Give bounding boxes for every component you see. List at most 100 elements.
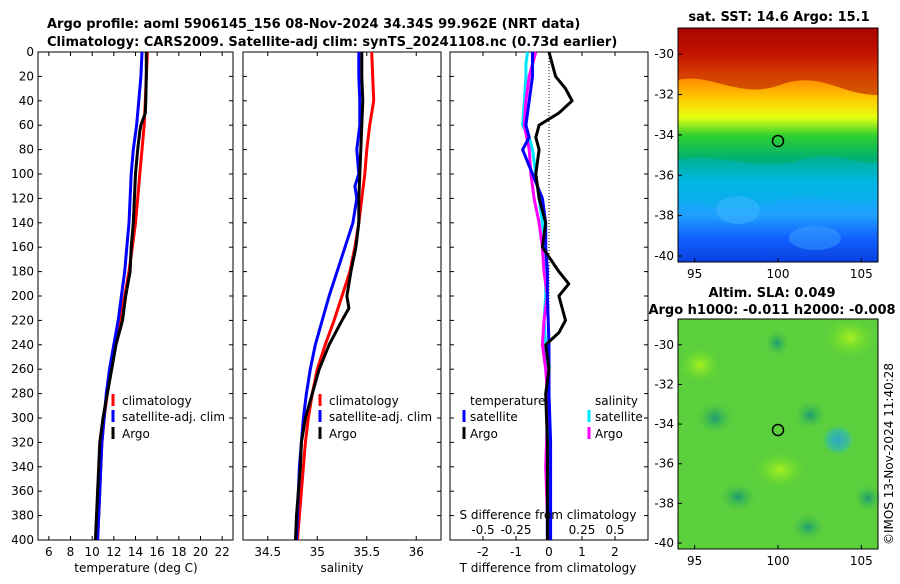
sst-map	[677, 27, 879, 263]
map-y-tick-label: -40	[654, 249, 674, 263]
map-x-tick-label: 100	[767, 267, 790, 281]
x-tick-label: 0	[545, 545, 553, 559]
x-tick-label: -2	[477, 545, 489, 559]
argo-float-marker	[771, 423, 785, 437]
legend-climatology: climatology	[122, 394, 192, 408]
map-y-tick-label: -36	[654, 168, 674, 182]
map-y-tick-label: -40	[654, 536, 674, 550]
map-x-tick-label: 105	[850, 554, 873, 568]
sst-title: sat. SST: 14.6 Argo: 15.1	[688, 10, 869, 25]
map-y-tick-label: -38	[654, 209, 674, 223]
map-x-tick-label: 105	[850, 267, 873, 281]
temperature-legend: climatology satellite-adj. clim Argo	[111, 394, 225, 441]
legend-s-argo: Argo	[595, 427, 623, 441]
x-tick-label: 8	[67, 545, 75, 559]
y-tick-label: 80	[19, 143, 34, 157]
y-tick-label: 360	[11, 484, 34, 498]
salinity-legend: climatology satellite-adj. clim Argo	[318, 394, 432, 441]
sla-high	[824, 318, 876, 358]
map-x-tick-label: 95	[687, 267, 702, 281]
y-tick-label: 400	[11, 533, 34, 547]
series-line-s-argo	[522, 51, 549, 540]
title-line2: Climatology: CARS2009. Satellite-adj cli…	[47, 35, 617, 50]
x-tick-label: 12	[106, 545, 121, 559]
x-tick-label: 2	[611, 545, 619, 559]
sla-map	[677, 318, 882, 550]
x-tick-label: 10	[85, 545, 100, 559]
map-y-tick-label: -32	[654, 88, 674, 102]
sla-eddy	[792, 514, 824, 540]
y-tick-label: 260	[11, 362, 34, 376]
sla-eddy	[794, 401, 826, 429]
y-tick-label: 180	[11, 265, 34, 279]
x-tick-label: 1	[578, 545, 586, 559]
salinity-xlabel: salinity	[320, 561, 363, 575]
temperature-plot: 6 8 10 12 14 16 18 20 22020406080100120140160180…	[11, 45, 233, 559]
sst-warm-patch	[678, 28, 878, 95]
y-tick-label: 220	[11, 313, 34, 327]
y-tick-label: 100	[11, 167, 34, 181]
sla-eddy	[697, 402, 733, 434]
x-tick-label: 36	[409, 545, 424, 559]
difference-xlabel: T difference from climatology	[459, 561, 637, 575]
x-tick-label: 22	[215, 545, 230, 559]
series-line-t-argo	[534, 51, 574, 540]
sla-high	[680, 347, 720, 383]
x-tick-label: 16	[150, 545, 165, 559]
map-y-tick-label: -36	[654, 457, 674, 471]
sst-eddy	[716, 196, 760, 224]
x-tick-label: 20	[193, 545, 208, 559]
sla-high	[754, 452, 806, 488]
map-y-tick-label: -30	[654, 338, 674, 352]
series-line-satellite-adj-clim	[96, 51, 144, 541]
legend-title-salinity: salinity	[595, 394, 638, 408]
series-line-argo	[93, 52, 148, 541]
legend-title-temperature: temperature	[470, 394, 545, 408]
y-tick-label: 60	[19, 118, 34, 132]
y-tick-label: 0	[26, 45, 34, 59]
map-y-tick-label: -38	[654, 496, 674, 510]
difference-legend: temperature satellite Argo salinity sate…	[462, 394, 643, 441]
y-tick-label: 160	[11, 240, 34, 254]
sst-cool-band	[678, 156, 878, 209]
s-tick-label: -0.5	[471, 523, 494, 537]
s-difference-label: S difference from climatology	[460, 508, 637, 522]
series-line-satellite-adj-clim	[295, 52, 362, 541]
x-tick-label: 18	[171, 545, 186, 559]
legend-s-satellite: satellite	[595, 410, 643, 424]
sla-eddy	[720, 483, 756, 511]
sla-eddy	[854, 484, 882, 512]
y-tick-label: 340	[11, 460, 34, 474]
x-tick-label: 6	[45, 545, 53, 559]
temperature-xlabel: temperature (deg C)	[74, 561, 197, 575]
sst-axis: 95 100 105 -30 -32 -34 -36 -38 -40	[654, 47, 872, 281]
y-tick-label: 300	[11, 411, 34, 425]
s-tick-label: 0.25	[569, 523, 596, 537]
legend-t-satellite: satellite	[470, 410, 518, 424]
legend-argo: Argo	[122, 427, 150, 441]
x-tick-label: 14	[128, 545, 143, 559]
map-x-tick-label: 95	[687, 554, 702, 568]
salinity-plot: 34.5 35 35.5 36	[243, 51, 441, 559]
y-tick-label: 20	[19, 69, 34, 83]
y-tick-label: 280	[11, 387, 34, 401]
y-tick-label: 200	[11, 289, 34, 303]
legend-satellite: satellite-adj. clim	[122, 410, 225, 424]
y-tick-label: 240	[11, 338, 34, 352]
sla-axis: 95 100 105 -30 -32 -34 -36 -38 -40	[654, 338, 872, 568]
legend-t-argo: Argo	[470, 427, 498, 441]
legend-satellite: satellite-adj. clim	[329, 410, 432, 424]
y-tick-label: 40	[19, 94, 34, 108]
s-tick-label: -0.25	[500, 523, 531, 537]
y-tick-label: 140	[11, 216, 34, 230]
map-y-tick-label: -30	[654, 47, 674, 61]
sla-subtitle: Argo h1000: -0.011 h2000: -0.008	[648, 303, 895, 318]
y-tick-label: 380	[11, 509, 34, 523]
y-tick-label: 320	[11, 435, 34, 449]
map-y-tick-label: -32	[654, 377, 674, 391]
legend-argo: Argo	[329, 427, 357, 441]
x-tick-label: 35.5	[353, 545, 380, 559]
map-x-tick-label: 100	[767, 554, 790, 568]
